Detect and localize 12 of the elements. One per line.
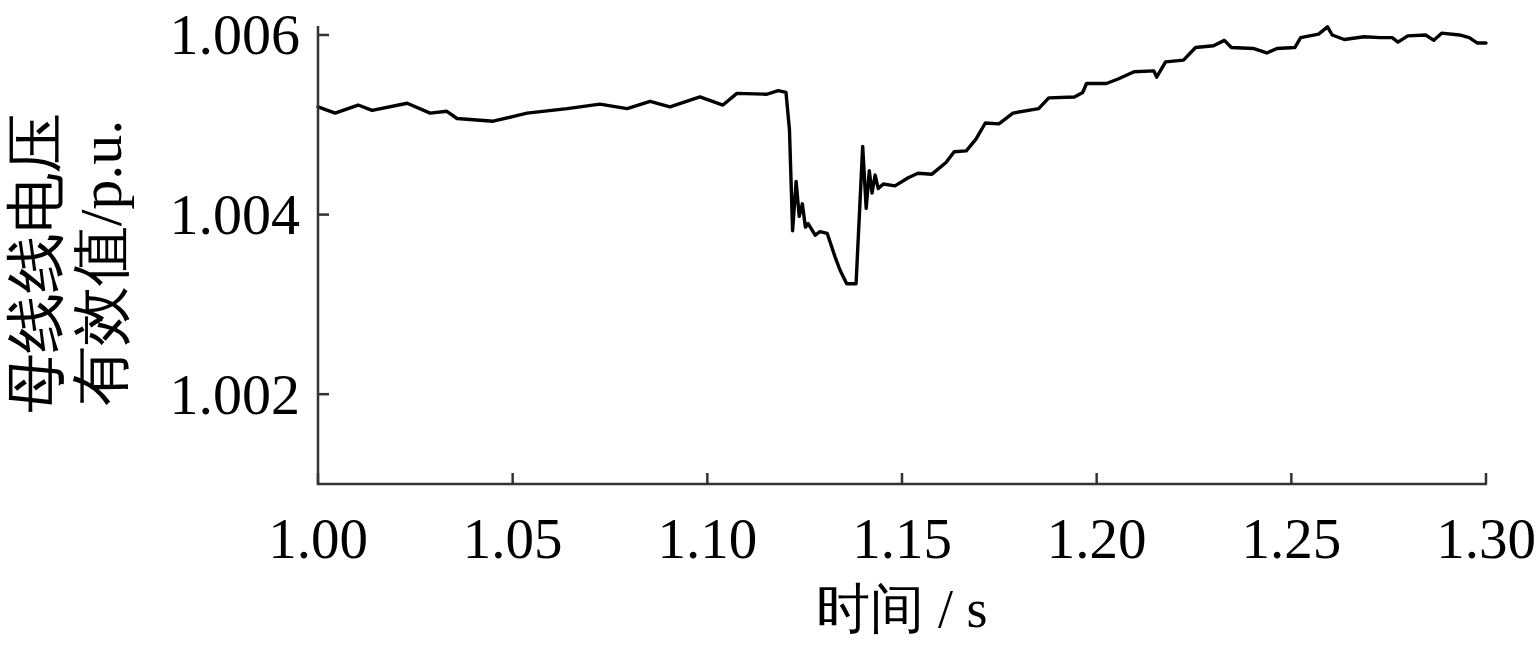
y-tick-label: 1.006	[169, 2, 300, 68]
x-tick-label: 1.30	[1436, 507, 1536, 570]
x-tick-label: 1.20	[1046, 507, 1147, 570]
y-tick-label: 1.004	[169, 182, 300, 248]
x-tick-label: 1.15	[852, 507, 952, 570]
x-tick-label: 1.00	[268, 507, 368, 570]
y-axis-title: 母线线电压有效值/p.u.	[3, 113, 134, 413]
x-tick-label: 1.25	[1241, 507, 1342, 570]
y-tick-label: 1.002	[169, 361, 300, 427]
x-tick-label: 1.10	[657, 507, 758, 570]
x-axis-title: 时间 / s	[816, 579, 988, 639]
x-tick-label: 1.05	[462, 507, 563, 570]
